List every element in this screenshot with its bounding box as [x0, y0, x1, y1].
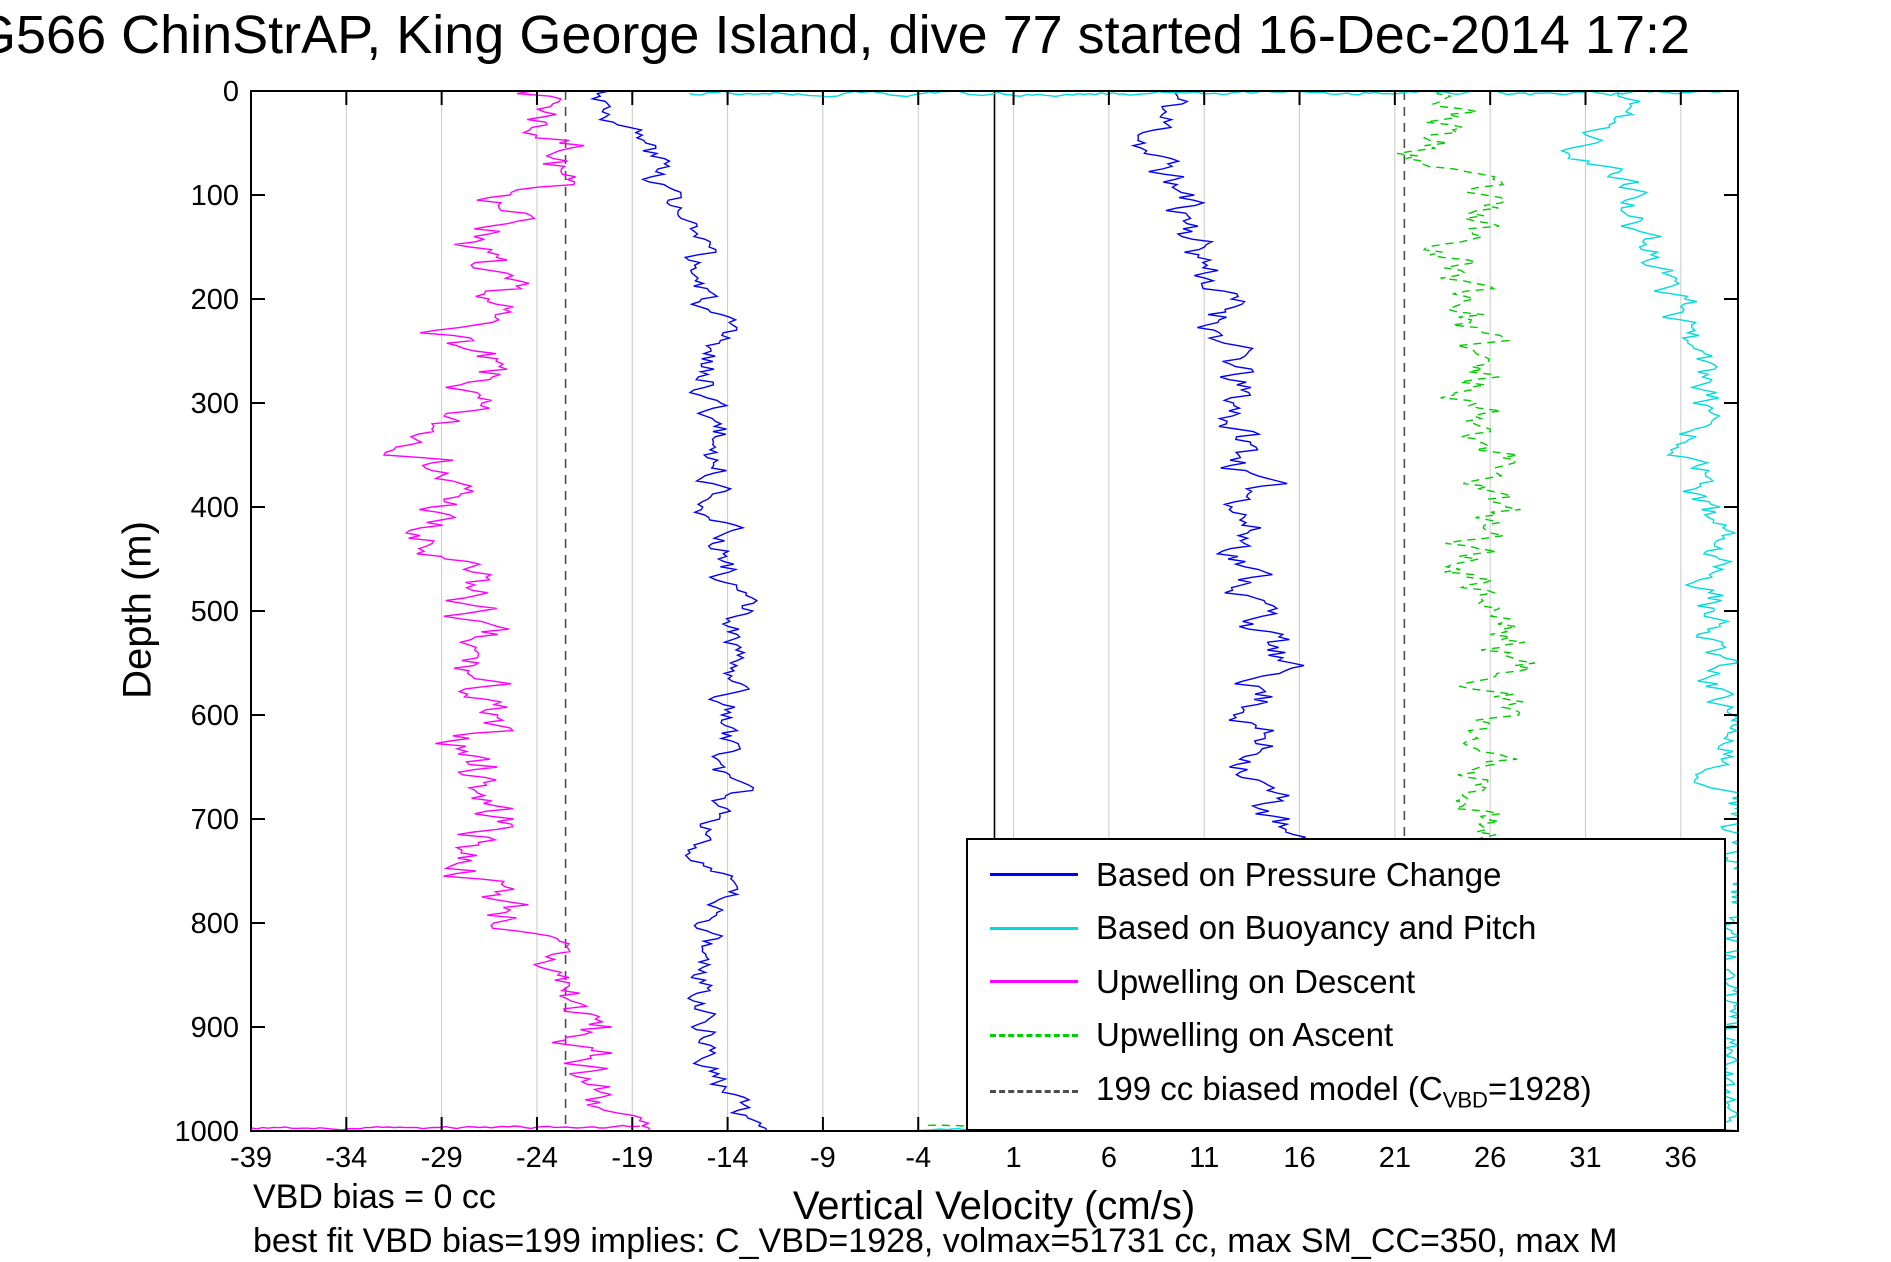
y-tick-label: 500: [191, 596, 239, 628]
legend-item: Based on Pressure Change: [968, 855, 1724, 893]
legend-label: Upwelling on Descent: [1096, 962, 1416, 1000]
legend-line-sample: [990, 926, 1078, 930]
x-tick-label: -34: [325, 1142, 367, 1174]
series-w-buoyancy-pitch-ascent: [1559, 91, 1738, 1131]
y-tick-label: 400: [191, 492, 239, 524]
series-surface-buoyancy-trace: [689, 91, 1737, 98]
series-bottom-descent-trace: [251, 1124, 640, 1131]
legend-label: Based on Pressure Change: [1096, 855, 1502, 893]
best-fit-annotation: best fit VBD bias=199 implies: C_VBD=192…: [253, 1222, 1618, 1260]
figure-title: G566 ChinStrAP, King George Island, dive…: [0, 5, 1691, 65]
x-tick-label: -14: [707, 1142, 749, 1174]
x-tick-label: -24: [516, 1142, 558, 1174]
x-tick-label: 26: [1474, 1142, 1506, 1174]
x-tick-label: -9: [810, 1142, 836, 1174]
y-tick-label: 300: [191, 388, 239, 420]
x-tick-label: 1: [1005, 1142, 1021, 1174]
y-tick-label: 600: [191, 700, 239, 732]
x-tick-label: -19: [611, 1142, 653, 1174]
y-tick-label: 1000: [174, 1116, 239, 1148]
y-tick-label: 800: [191, 908, 239, 940]
legend-label: Based on Buoyancy and Pitch: [1096, 909, 1537, 947]
legend-line-sample: [990, 1033, 1078, 1037]
y-tick-label: 900: [191, 1012, 239, 1044]
series-w-pressure-ascent: [1130, 91, 1306, 861]
x-tick-label: 36: [1665, 1142, 1697, 1174]
legend-item: Upwelling on Descent: [968, 962, 1724, 1000]
legend-label: Upwelling on Ascent: [1096, 1016, 1394, 1054]
x-tick-label: 16: [1283, 1142, 1315, 1174]
legend: Based on Pressure Change Based on Buoyanc…: [966, 838, 1726, 1131]
series-upwelling-on-descent: [382, 91, 651, 1131]
x-tick-label: 6: [1101, 1142, 1117, 1174]
y-tick-label: 0: [223, 76, 239, 108]
vbd-bias-annotation: VBD bias = 0 cc: [253, 1178, 496, 1216]
legend-line-sample: [990, 873, 1078, 877]
x-tick-label: -29: [421, 1142, 463, 1174]
x-axis-label: Vertical Velocity (cm/s): [792, 1184, 1196, 1228]
x-tick-label: 31: [1569, 1142, 1601, 1174]
y-tick-label: 100: [191, 180, 239, 212]
legend-item: 199 cc biased model (CVBD=1928): [968, 1069, 1724, 1113]
x-tick-label: 21: [1379, 1142, 1411, 1174]
legend-line-sample: [990, 1089, 1078, 1093]
y-tick-label: 700: [191, 804, 239, 836]
x-tick-label: -4: [905, 1142, 931, 1174]
legend-line-sample: [990, 980, 1078, 984]
x-tick-label: -39: [230, 1142, 272, 1174]
x-tick-label: 11: [1189, 1142, 1219, 1174]
legend-item: Based on Buoyancy and Pitch: [968, 909, 1724, 947]
series-w-pressure-descent: [589, 91, 768, 1131]
legend-item: Upwelling on Ascent: [968, 1016, 1724, 1054]
legend-label: 199 cc biased model (CVBD=1928): [1096, 1069, 1592, 1113]
y-tick-label: 200: [191, 284, 239, 316]
